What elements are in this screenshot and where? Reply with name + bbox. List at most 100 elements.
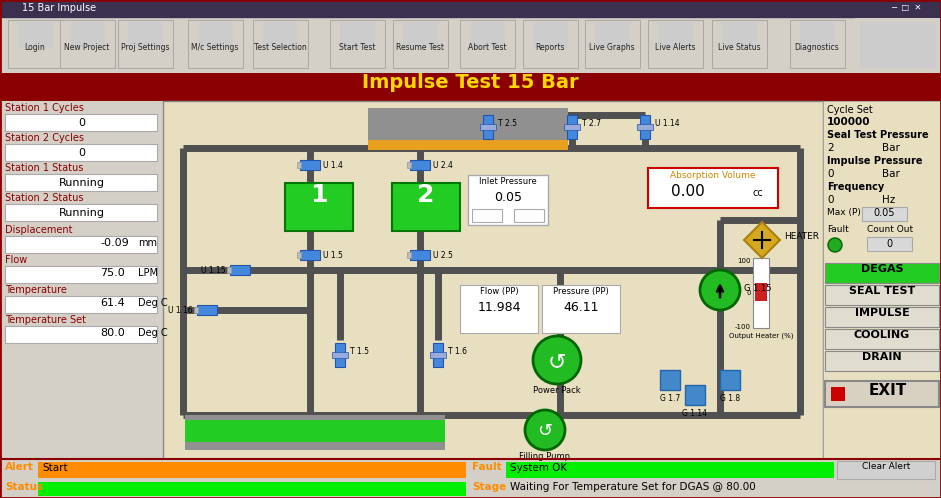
Bar bbox=[460, 285, 538, 333]
Bar bbox=[300, 160, 320, 170]
Text: Impulse Pressure: Impulse Pressure bbox=[827, 156, 922, 166]
Text: U 1.14: U 1.14 bbox=[655, 119, 679, 128]
Text: Pressure (PP): Pressure (PP) bbox=[553, 287, 609, 296]
Text: 0: 0 bbox=[78, 118, 86, 128]
Bar bbox=[433, 343, 443, 367]
Bar bbox=[297, 162, 301, 168]
Text: U 1.15: U 1.15 bbox=[201, 266, 226, 275]
Text: EXIT: EXIT bbox=[869, 383, 907, 398]
Text: 0.00: 0.00 bbox=[671, 184, 705, 199]
Text: U 1.5: U 1.5 bbox=[323, 251, 343, 260]
Text: 15 Bar Impulse: 15 Bar Impulse bbox=[22, 3, 96, 13]
Bar bbox=[18, 22, 53, 48]
Text: DEGAS: DEGAS bbox=[861, 264, 903, 274]
Circle shape bbox=[700, 270, 740, 310]
Text: 0: 0 bbox=[78, 148, 86, 158]
Bar bbox=[867, 237, 912, 251]
Text: Max (P): Max (P) bbox=[827, 208, 861, 217]
Bar bbox=[637, 124, 653, 130]
Text: 61.4: 61.4 bbox=[100, 298, 125, 308]
Bar bbox=[197, 305, 217, 315]
Bar bbox=[514, 209, 544, 222]
Text: ↺: ↺ bbox=[537, 422, 552, 440]
Bar bbox=[297, 252, 301, 258]
Bar bbox=[285, 183, 353, 231]
Bar bbox=[163, 101, 823, 461]
Bar bbox=[712, 20, 767, 68]
Bar bbox=[470, 22, 505, 48]
Text: Running: Running bbox=[59, 178, 105, 188]
Bar bbox=[188, 20, 243, 68]
Bar bbox=[533, 22, 568, 48]
Bar bbox=[523, 20, 578, 68]
Text: 46.11: 46.11 bbox=[564, 301, 598, 314]
Bar bbox=[118, 20, 173, 68]
Bar bbox=[468, 175, 548, 225]
Text: T 1.6: T 1.6 bbox=[448, 347, 467, 356]
Text: U 1.16: U 1.16 bbox=[168, 306, 193, 315]
Bar bbox=[8, 20, 63, 68]
Bar bbox=[790, 20, 845, 68]
Text: Deg C: Deg C bbox=[138, 298, 167, 308]
Text: Station 2 Status: Station 2 Status bbox=[5, 193, 84, 203]
Text: Frequency: Frequency bbox=[827, 182, 885, 192]
Bar bbox=[340, 22, 375, 48]
Text: Power Pack: Power Pack bbox=[534, 386, 581, 395]
Bar bbox=[862, 207, 907, 221]
Circle shape bbox=[533, 336, 581, 384]
Text: Alert: Alert bbox=[5, 462, 34, 472]
Text: Status: Status bbox=[5, 482, 43, 492]
Bar bbox=[658, 22, 693, 48]
Text: U 2.5: U 2.5 bbox=[433, 251, 453, 260]
Bar bbox=[5, 144, 157, 161]
Circle shape bbox=[828, 238, 842, 252]
Bar bbox=[5, 326, 157, 343]
Bar bbox=[393, 20, 448, 68]
Bar bbox=[0, 73, 941, 101]
Text: Live Alerts: Live Alerts bbox=[655, 43, 695, 52]
Text: Reports: Reports bbox=[535, 43, 565, 52]
Text: Hz: Hz bbox=[882, 195, 895, 205]
Bar bbox=[472, 209, 502, 222]
Text: 100000: 100000 bbox=[827, 117, 870, 127]
Bar bbox=[660, 370, 680, 390]
Text: Start: Start bbox=[42, 463, 68, 473]
Text: Temperature: Temperature bbox=[5, 285, 67, 295]
Text: System OK: System OK bbox=[510, 463, 567, 473]
Bar bbox=[860, 22, 936, 68]
Bar bbox=[198, 22, 233, 48]
Text: T 2.7: T 2.7 bbox=[582, 119, 601, 128]
Text: Seal Test Pressure: Seal Test Pressure bbox=[827, 130, 929, 140]
Bar bbox=[194, 307, 198, 313]
Bar bbox=[263, 22, 298, 48]
Text: Abort Test: Abort Test bbox=[468, 43, 506, 52]
Text: 1: 1 bbox=[311, 183, 327, 207]
Bar bbox=[407, 162, 411, 168]
Text: -0.09: -0.09 bbox=[100, 238, 129, 248]
Bar bbox=[685, 385, 705, 405]
Text: Cycle Set: Cycle Set bbox=[827, 105, 872, 115]
Bar bbox=[837, 461, 935, 479]
Bar bbox=[70, 22, 105, 48]
Text: SEAL TEST: SEAL TEST bbox=[849, 286, 916, 296]
Bar bbox=[335, 343, 345, 367]
Text: LPM: LPM bbox=[138, 268, 158, 278]
Bar bbox=[648, 168, 778, 208]
Text: ─  □  ✕: ─ □ ✕ bbox=[891, 3, 921, 12]
Text: Bar: Bar bbox=[882, 143, 900, 153]
Text: Station 1 Cycles: Station 1 Cycles bbox=[5, 103, 84, 113]
Bar bbox=[640, 115, 650, 139]
Text: Login: Login bbox=[24, 43, 45, 52]
Text: HEATER: HEATER bbox=[784, 232, 819, 241]
Text: COOLING: COOLING bbox=[853, 330, 910, 340]
Text: 100: 100 bbox=[738, 258, 751, 264]
Text: Flow (PP): Flow (PP) bbox=[480, 287, 518, 296]
Text: Diagnostics: Diagnostics bbox=[794, 43, 839, 52]
Text: 80.0: 80.0 bbox=[100, 328, 125, 338]
Bar bbox=[330, 20, 385, 68]
Text: T 2.5: T 2.5 bbox=[498, 119, 517, 128]
Bar bbox=[567, 115, 577, 139]
Text: Station 1 Status: Station 1 Status bbox=[5, 163, 84, 173]
Text: Absorption Volume: Absorption Volume bbox=[670, 171, 756, 180]
Bar bbox=[332, 352, 348, 358]
